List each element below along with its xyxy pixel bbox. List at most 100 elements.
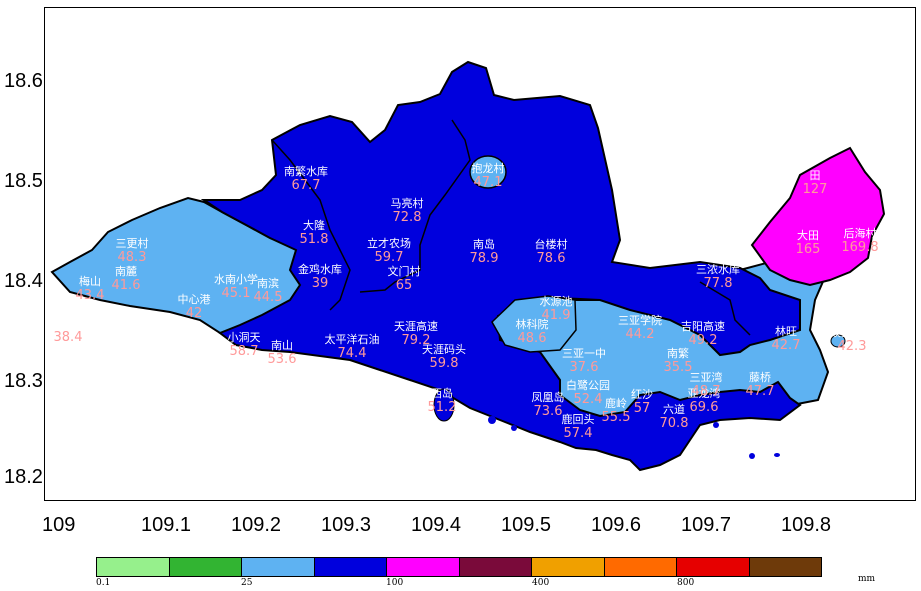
district-boundary-east bbox=[699, 281, 751, 336]
station-value: 55.5 bbox=[601, 410, 631, 425]
legend-labels: 0.1 25 100 400 800 bbox=[96, 578, 822, 590]
island-small-5 bbox=[774, 453, 780, 457]
station-value: 52.4 bbox=[573, 392, 603, 407]
station-value: 48.7 bbox=[691, 384, 721, 399]
legend-label: 800 bbox=[677, 578, 695, 588]
legend-swatch bbox=[97, 558, 170, 576]
station-value: 35.5 bbox=[663, 360, 693, 375]
station-value: 65 bbox=[395, 278, 413, 293]
station-value: 37.6 bbox=[569, 360, 599, 375]
station-value: 51.8 bbox=[299, 232, 329, 247]
station-name: 南繁水库 bbox=[284, 165, 328, 178]
y-tick-label: 18.4 bbox=[4, 270, 43, 292]
station-value: 59.8 bbox=[429, 356, 459, 371]
station-name: 马亮村 bbox=[390, 197, 424, 210]
station-name: 大隆 bbox=[303, 219, 325, 232]
station-name: 金鸡水库 bbox=[298, 263, 342, 276]
station-value: 72.8 bbox=[392, 210, 422, 225]
y-tick-label: 18.2 bbox=[4, 466, 43, 488]
station-name: 三更村 bbox=[115, 237, 149, 250]
legend: 0.1 25 100 400 800 bbox=[96, 557, 822, 588]
legend-swatch bbox=[677, 558, 750, 576]
station-value: 127 bbox=[802, 182, 828, 197]
legend-swatch bbox=[604, 558, 677, 576]
station-value: 70.8 bbox=[659, 416, 689, 431]
station-value: 78.6 bbox=[536, 251, 566, 266]
legend-swatch bbox=[749, 558, 821, 576]
station-value: 41.6 bbox=[111, 278, 141, 293]
station-value: 78.9 bbox=[469, 251, 499, 266]
island-small-1 bbox=[488, 416, 496, 424]
x-tick-label: 109.8 bbox=[780, 514, 832, 536]
station-name: 抱龙村 bbox=[471, 162, 505, 175]
island-west bbox=[433, 388, 455, 422]
island-small-2 bbox=[511, 425, 517, 431]
station-value: 57.4 bbox=[563, 426, 593, 441]
district-boundary-central bbox=[359, 119, 471, 293]
station-value: 43.4 bbox=[75, 288, 105, 303]
station-value: 165 bbox=[795, 242, 821, 257]
station-name: 南麓 bbox=[115, 265, 137, 278]
station-value: 58.7 bbox=[229, 344, 259, 359]
station-name: 亚龙湾 bbox=[687, 387, 721, 400]
legend-label: 25 bbox=[241, 578, 253, 588]
station-name: 鹿回头 bbox=[561, 413, 595, 426]
station-name: 立才农场 bbox=[367, 237, 411, 250]
station-value: 57 bbox=[633, 401, 651, 416]
station-name: 文门村 bbox=[387, 265, 421, 278]
station-value: 79.2 bbox=[401, 333, 431, 348]
station-name: 大田 bbox=[797, 229, 819, 242]
island-wuzhizhou bbox=[830, 334, 846, 348]
station-name: 林科院 bbox=[515, 318, 549, 331]
station-name: 三亚湾 bbox=[689, 371, 723, 384]
region-magenta bbox=[750, 146, 886, 287]
station-value: 38.4 bbox=[53, 330, 83, 345]
cell-baolong bbox=[469, 155, 507, 189]
region-blue bbox=[200, 60, 802, 472]
x-tick-label: 109.6 bbox=[590, 514, 642, 536]
legend-swatch bbox=[169, 558, 242, 576]
y-tick-label: 18.6 bbox=[4, 70, 43, 92]
station-name: 红沙 bbox=[631, 388, 653, 401]
station-value: 44.5 bbox=[253, 290, 283, 305]
station-name: 水南小学 bbox=[214, 273, 258, 286]
legend-swatch bbox=[459, 558, 532, 576]
station-name: 南岛 bbox=[473, 238, 495, 251]
y-tick-label: 18.3 bbox=[4, 370, 43, 392]
station-name: 中心港 bbox=[177, 293, 211, 306]
station-name: 梅山 bbox=[79, 275, 101, 288]
station-value: 41.9 bbox=[541, 308, 571, 323]
station-name: 西鼓岛 bbox=[51, 317, 85, 330]
station-value: 44.2 bbox=[625, 327, 655, 342]
station-name: 三亚一中 bbox=[562, 347, 606, 360]
station-value: 73.6 bbox=[533, 404, 563, 419]
station-name: 南繁 bbox=[667, 347, 689, 360]
island-small-3 bbox=[713, 422, 719, 428]
station-name: 南滨 bbox=[257, 277, 279, 290]
y-tick-label: 18.5 bbox=[4, 170, 43, 192]
station-value: 42.3 bbox=[837, 339, 867, 354]
station-name: 白鹭公园 bbox=[566, 379, 610, 392]
station-value: 77.8 bbox=[703, 276, 733, 291]
station-value: 74.4 bbox=[337, 346, 367, 361]
legend-label: 100 bbox=[386, 578, 404, 588]
x-tick-label: 109.2 bbox=[230, 514, 282, 536]
legend-swatch bbox=[314, 558, 387, 576]
station-name: 天涯高速 bbox=[394, 320, 438, 333]
station-name: 田 bbox=[809, 169, 821, 182]
station-name: 水源池 bbox=[539, 295, 573, 308]
legend-bar bbox=[96, 557, 822, 577]
station-name: 南山 bbox=[271, 339, 293, 352]
x-tick-label: 109.5 bbox=[500, 514, 552, 536]
x-tick-label: 109.4 bbox=[410, 514, 462, 536]
station-value: 48.6 bbox=[517, 331, 547, 346]
legend-unit: mm bbox=[858, 574, 876, 584]
station-name: 台楼村 bbox=[534, 238, 568, 251]
station-name: 蜈支洲岛 bbox=[830, 326, 874, 339]
station-name: 六道 bbox=[663, 403, 685, 416]
station-name: 三浓水库 bbox=[696, 263, 740, 276]
station-name: 藤桥 bbox=[749, 371, 771, 384]
legend-swatch bbox=[387, 558, 460, 576]
station-name: 太平洋石油 bbox=[324, 333, 380, 346]
x-tick-label: 109 bbox=[42, 514, 76, 536]
